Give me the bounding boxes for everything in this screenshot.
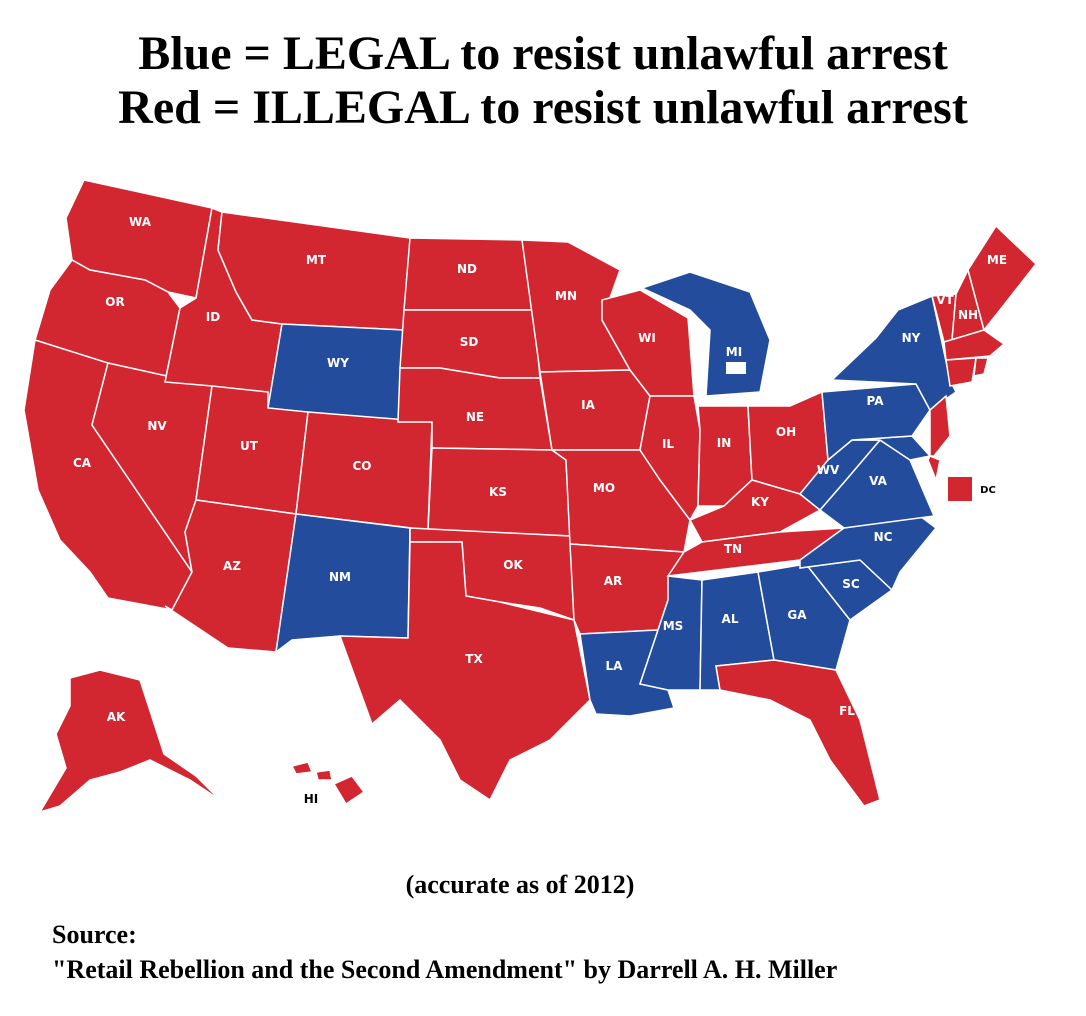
michigan-white-box bbox=[726, 362, 746, 374]
label-ks: KS bbox=[489, 485, 507, 499]
state-ia bbox=[539, 369, 651, 451]
title-line-2: Red = ILLEGAL to resist unlawful arrest bbox=[118, 81, 968, 134]
state-mt bbox=[217, 211, 411, 331]
label-mt: MT bbox=[306, 253, 327, 267]
label-ok: OK bbox=[503, 558, 523, 572]
label-la: LA bbox=[606, 659, 624, 673]
label-tx: TX bbox=[465, 652, 483, 666]
label-tn: TN bbox=[724, 542, 742, 556]
state-hi bbox=[332, 775, 366, 806]
state-wy bbox=[267, 323, 405, 423]
state-hi-island-3 bbox=[315, 769, 333, 781]
label-mo: MO bbox=[593, 481, 615, 495]
source-label: Source: bbox=[52, 920, 137, 949]
label-nc: NC bbox=[874, 530, 893, 544]
label-wv: WV bbox=[817, 463, 840, 477]
title-line-1: Blue = LEGAL to resist unlawful arrest bbox=[138, 27, 948, 80]
label-ak: AK bbox=[107, 710, 126, 724]
state-ri bbox=[973, 357, 989, 377]
label-ny: NY bbox=[902, 331, 921, 345]
label-sd: SD bbox=[460, 335, 479, 349]
label-ne: NE bbox=[466, 410, 484, 424]
label-wa: WA bbox=[129, 215, 152, 229]
label-oh: OH bbox=[776, 425, 796, 439]
state-de bbox=[927, 455, 941, 483]
label-in: IN bbox=[717, 436, 732, 450]
label-pa: PA bbox=[867, 394, 885, 408]
label-me: ME bbox=[987, 253, 1007, 267]
label-nd: ND bbox=[457, 262, 477, 276]
label-az: AZ bbox=[223, 559, 241, 573]
label-fl: FL bbox=[839, 704, 855, 718]
source-citation: "Retail Rebellion and the Second Amendme… bbox=[52, 955, 838, 984]
label-wi: WI bbox=[638, 331, 656, 345]
dc-swatch bbox=[948, 477, 972, 501]
label-co: CO bbox=[352, 459, 371, 473]
state-ga bbox=[757, 563, 851, 671]
label-ga: GA bbox=[787, 608, 807, 622]
state-il bbox=[639, 395, 701, 522]
label-al: AL bbox=[722, 612, 739, 626]
state-me bbox=[967, 224, 1038, 332]
label-va: VA bbox=[869, 474, 887, 488]
label-dc: DC bbox=[980, 485, 996, 496]
label-nv: NV bbox=[147, 419, 167, 433]
state-fl bbox=[715, 659, 881, 807]
state-hi-island-2 bbox=[290, 761, 314, 775]
label-ca: CA bbox=[73, 456, 92, 470]
state-tx bbox=[338, 541, 591, 802]
label-hi: HI bbox=[304, 792, 319, 806]
label-mn: MN bbox=[555, 289, 577, 303]
state-ct bbox=[945, 357, 977, 387]
label-vt: VT bbox=[936, 293, 954, 307]
state-ma bbox=[943, 329, 1006, 361]
label-il: IL bbox=[662, 437, 674, 451]
label-ar: AR bbox=[604, 574, 623, 588]
label-id: ID bbox=[206, 310, 220, 324]
label-ms: MS bbox=[663, 619, 684, 633]
label-ia: IA bbox=[581, 398, 595, 412]
label-or: OR bbox=[105, 295, 124, 309]
label-wy: WY bbox=[327, 356, 349, 370]
label-ut: UT bbox=[240, 439, 259, 453]
accuracy-note: (accurate as of 2012) bbox=[405, 870, 635, 899]
label-ky: KY bbox=[751, 495, 769, 509]
state-nj bbox=[929, 394, 951, 457]
label-nh: NH bbox=[958, 308, 978, 322]
label-sc: SC bbox=[842, 577, 860, 591]
label-mi: MI bbox=[726, 345, 742, 359]
state-ak bbox=[38, 669, 221, 814]
us-states-map: WA OR CA NV ID MT WY UT AZ CO NM ND SD N… bbox=[23, 179, 1038, 814]
label-nm: NM bbox=[329, 570, 351, 584]
